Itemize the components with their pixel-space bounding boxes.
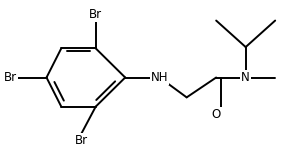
- Text: NH: NH: [151, 71, 168, 84]
- Text: Br: Br: [89, 8, 102, 21]
- Text: O: O: [212, 108, 221, 121]
- Text: Br: Br: [74, 134, 88, 147]
- Text: N: N: [241, 71, 250, 84]
- Text: Br: Br: [4, 71, 17, 84]
